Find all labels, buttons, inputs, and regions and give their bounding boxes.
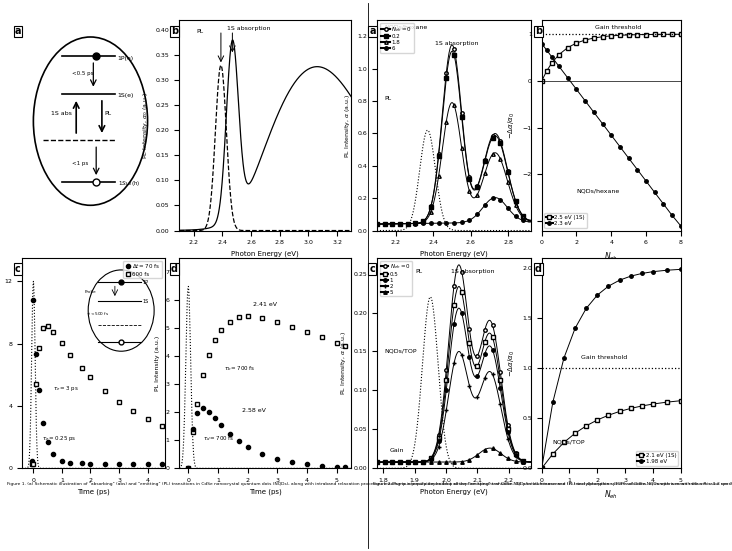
Text: NQDs/TOP: NQDs/TOP (553, 439, 586, 444)
X-axis label: Time (ps): Time (ps) (77, 489, 110, 495)
Legend: $N_{eh}=0$, 0.2, 1.8, 6: $N_{eh}=0$, 0.2, 1.8, 6 (380, 23, 414, 53)
Text: PL: PL (385, 96, 392, 101)
Y-axis label: $-\Delta\alpha/\alpha_0$: $-\Delta\alpha/\alpha_0$ (507, 112, 517, 139)
Legend: 2.5 eV (1S), 2.3 eV: 2.5 eV (1S), 2.3 eV (545, 213, 587, 228)
Text: d: d (534, 264, 542, 274)
Text: d: d (171, 264, 178, 274)
X-axis label: $N_{eh}$: $N_{eh}$ (604, 489, 619, 501)
Text: 1S absorption: 1S absorption (436, 41, 479, 46)
Text: 2.41 eV: 2.41 eV (253, 301, 277, 307)
Text: <1 ps: <1 ps (72, 161, 88, 166)
Text: <0.5 ps: <0.5 ps (72, 71, 94, 76)
X-axis label: Photon Energy (eV): Photon Energy (eV) (420, 489, 488, 495)
Text: 1S absorption: 1S absorption (227, 26, 270, 31)
Text: $4\times10^{-3}$: $4\times10^{-3}$ (0, 247, 1, 256)
Text: Figure 2. Pump-intensity-dependent absorption spectra of CdSe NQDs in (a) hexane: Figure 2. Pump-intensity-dependent absor… (373, 482, 732, 486)
Legend: 2.1 eV (1S), 1.98 eV: 2.1 eV (1S), 1.98 eV (635, 451, 678, 466)
Text: 1S absorption: 1S absorption (451, 269, 494, 274)
Text: Gain threshold: Gain threshold (594, 25, 640, 30)
Y-axis label: $-\Delta\alpha/\alpha_0$: $-\Delta\alpha/\alpha_0$ (507, 350, 517, 377)
X-axis label: $N_{eh}$: $N_{eh}$ (604, 251, 619, 263)
Text: c: c (370, 264, 375, 274)
Text: 1P(e): 1P(e) (118, 56, 134, 61)
Y-axis label: PL Intensity, $\alpha_0$ (a.u.): PL Intensity, $\alpha_0$ (a.u.) (141, 91, 150, 159)
Text: $\tau_b = 700$ fs: $\tau_b = 700$ fs (224, 364, 255, 373)
Text: 1S abs: 1S abs (51, 111, 72, 116)
Text: 2.58 eV: 2.58 eV (242, 408, 266, 413)
Legend: $\Delta t=70$ fs, 600 fs: $\Delta t=70$ fs, 600 fs (124, 261, 162, 278)
Text: $\tau_e = 0.25$ ps: $\tau_e = 0.25$ ps (42, 434, 76, 444)
X-axis label: Time (ps): Time (ps) (249, 489, 282, 495)
Text: $\tau_d = 700$ fs: $\tau_d = 700$ fs (203, 434, 234, 443)
X-axis label: Photon Energy (eV): Photon Energy (eV) (231, 251, 299, 257)
Text: 1S(e): 1S(e) (118, 94, 134, 99)
Text: NQDs/hexane: NQDs/hexane (576, 188, 620, 193)
Y-axis label: PL Intensity, $\alpha$ (a.u.): PL Intensity, $\alpha$ (a.u.) (339, 331, 348, 396)
Legend: $N_{eh}=0$, 0.5, 1, 2, 5: $N_{eh}=0$, 0.5, 1, 2, 5 (380, 261, 412, 296)
Text: b: b (171, 26, 178, 36)
Text: NQDs/TOP: NQDs/TOP (385, 349, 417, 354)
Text: b: b (534, 26, 542, 36)
Text: Gain threshold: Gain threshold (580, 355, 627, 360)
Text: c: c (15, 264, 20, 274)
X-axis label: Photon Energy (eV): Photon Energy (eV) (420, 251, 488, 257)
Text: PL: PL (196, 29, 203, 34)
Text: $1S_{3/2}$(h): $1S_{3/2}$(h) (118, 180, 140, 188)
Text: Figure 1. (a) Schematic illustration of "absorbing" (abs) and "emitting" (PL) tr: Figure 1. (a) Schematic illustration of … (7, 482, 732, 486)
Text: PL: PL (416, 269, 422, 274)
Text: a: a (370, 26, 376, 36)
Text: PL: PL (105, 111, 112, 116)
Text: a: a (15, 26, 21, 36)
Y-axis label: PL Intensity (a.u.): PL Intensity (a.u.) (155, 336, 160, 391)
Text: $\tau_e = 3$ ps: $\tau_e = 3$ ps (53, 385, 79, 393)
Text: NQDs/hexane: NQDs/hexane (385, 25, 428, 30)
Text: Gain: Gain (389, 447, 404, 452)
Y-axis label: PL Intensity, $\alpha$ (a.u.): PL Intensity, $\alpha$ (a.u.) (343, 93, 352, 158)
